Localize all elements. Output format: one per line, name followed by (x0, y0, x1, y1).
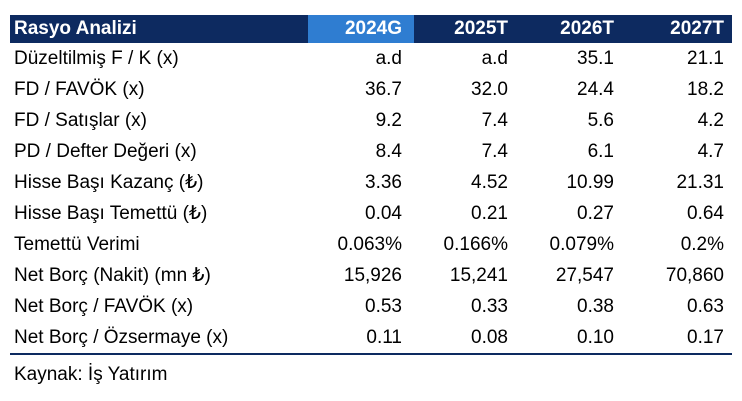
table-row: FD / FAVÖK (x) 36.7 32.0 24.4 18.2 (10, 74, 732, 105)
cell-value: 0.27 (577, 202, 614, 224)
cell-value: 36.7 (365, 78, 402, 100)
cell-value: 0.079% (549, 233, 614, 255)
row-label: FD / Satışlar (x) (14, 109, 148, 131)
cell-value: 6.1 (587, 140, 614, 162)
table-row: Net Borç / FAVÖK (x) 0.53 0.33 0.38 0.63 (10, 291, 732, 322)
cell-value: 0.17 (687, 326, 724, 348)
cell-value: 8.4 (375, 140, 402, 162)
cell-value: 21.31 (676, 171, 724, 193)
cell-value: a.d (375, 47, 402, 69)
row-label: FD / FAVÖK (x) (14, 78, 145, 100)
cell-value: 15,241 (449, 264, 508, 286)
col-2025t: 2025T (454, 18, 508, 39)
table-body: Düzeltilmiş F / K (x) a.d a.d 35.1 21.1 FD / … (10, 43, 732, 355)
cell-value: 70,860 (665, 264, 724, 286)
row-label: Hisse Başı Kazanç (₺) (14, 172, 204, 193)
col-2026t: 2026T (560, 18, 614, 39)
cell-value: 5.6 (587, 109, 614, 131)
col-2024g: 2024G (308, 15, 414, 43)
cell-value: 21.1 (687, 47, 724, 69)
cell-value: 3.36 (365, 171, 402, 193)
cell-value: 0.53 (365, 295, 402, 317)
cell-value: 0.063% (337, 233, 402, 255)
cell-value: 0.166% (443, 233, 508, 255)
cell-value: 24.4 (577, 78, 614, 100)
cell-value: 18.2 (687, 78, 724, 100)
ratio-analysis-table: Rasyo Analizi 2024G 2025T 2026T 2027T Dü… (10, 15, 732, 355)
cell-value: 0.63 (687, 295, 724, 317)
table-row: Hisse Başı Kazanç (₺) 3.36 4.52 10.99 21.31 (10, 167, 732, 198)
cell-value: 0.33 (471, 295, 508, 317)
cell-value: 4.2 (697, 109, 724, 131)
cell-value: 0.10 (577, 326, 614, 348)
table-row: Net Borç (Nakit) (mn ₺) 15,926 15,241 27,54… (10, 260, 732, 291)
row-label: Düzeltilmiş F / K (x) (14, 47, 179, 69)
table-row: PD / Defter Değeri (x) 8.4 7.4 6.1 4.7 (10, 136, 732, 167)
cell-value: 0.2% (680, 233, 724, 255)
cell-value: 0.08 (471, 326, 508, 348)
cell-value: a.d (481, 47, 508, 69)
cell-value: 0.04 (365, 202, 402, 224)
row-label: Hisse Başı Temettü (₺) (14, 203, 208, 224)
row-label: PD / Defter Değeri (x) (14, 140, 197, 162)
row-label: Net Borç / FAVÖK (x) (14, 295, 194, 317)
cell-value: 4.7 (697, 140, 724, 162)
table-row: Net Borç / Özsermaye (x) 0.11 0.08 0.10 0.17 (10, 322, 732, 353)
cell-value: 32.0 (471, 78, 508, 100)
table-header: Rasyo Analizi 2024G 2025T 2026T 2027T (10, 15, 732, 43)
cell-value: 7.4 (481, 140, 508, 162)
header-title: Rasyo Analizi (14, 18, 137, 39)
row-label: Net Borç / Özsermaye (x) (14, 326, 229, 348)
table-row: Düzeltilmiş F / K (x) a.d a.d 35.1 21.1 (10, 43, 732, 74)
cell-value: 0.11 (366, 326, 402, 348)
row-label: Temettü Verimi (14, 233, 140, 255)
cell-value: 15,926 (343, 264, 402, 286)
source-note: Kaynak: İş Yatırım (14, 364, 168, 385)
cell-value: 9.2 (375, 109, 402, 131)
cell-value: 4.52 (471, 171, 508, 193)
cell-value: 35.1 (577, 47, 614, 69)
col-2027t: 2027T (670, 18, 724, 39)
table-row: Hisse Başı Temettü (₺) 0.04 0.21 0.27 0.64 (10, 198, 732, 229)
row-label: Net Borç (Nakit) (mn ₺) (14, 265, 211, 286)
cell-value: 10.99 (566, 171, 614, 193)
cell-value: 0.64 (687, 202, 724, 224)
cell-value: 27,547 (555, 264, 614, 286)
table-row: FD / Satışlar (x) 9.2 7.4 5.6 4.2 (10, 105, 732, 136)
cell-value: 0.21 (471, 202, 508, 224)
cell-value: 7.4 (481, 109, 508, 131)
cell-value: 0.38 (577, 295, 614, 317)
table-row: Temettü Verimi 0.063% 0.166% 0.079% 0.2% (10, 229, 732, 260)
